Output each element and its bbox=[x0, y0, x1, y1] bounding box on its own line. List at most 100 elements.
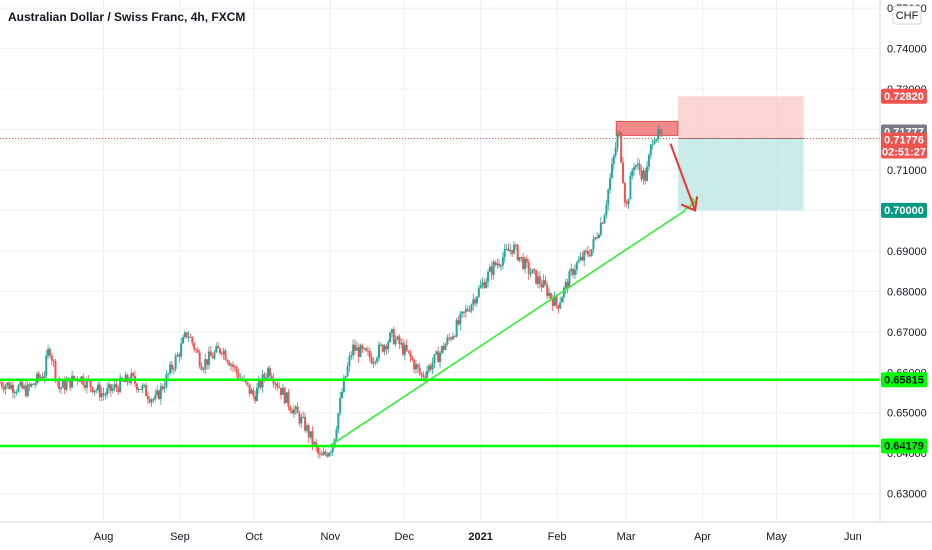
candle-body bbox=[403, 344, 406, 355]
candle-body bbox=[405, 344, 408, 351]
candle-body bbox=[43, 375, 46, 378]
candle-body bbox=[350, 355, 353, 357]
candle-body bbox=[492, 261, 495, 275]
candle-body bbox=[200, 365, 203, 370]
candle-body bbox=[644, 170, 647, 181]
candle-body bbox=[339, 397, 342, 414]
candle-body bbox=[381, 344, 384, 352]
candle-body bbox=[237, 372, 240, 379]
candle-body bbox=[446, 337, 449, 345]
candle-body bbox=[407, 350, 410, 352]
candle-body bbox=[228, 362, 231, 366]
candle-body bbox=[193, 343, 196, 350]
candle-body bbox=[117, 387, 120, 393]
candle-body bbox=[132, 373, 135, 376]
candle-body bbox=[385, 345, 388, 350]
candle-body bbox=[472, 299, 475, 305]
candle-body bbox=[585, 250, 588, 252]
candle-body bbox=[187, 336, 190, 338]
take-profit-zone[interactable] bbox=[677, 138, 804, 211]
candle-body bbox=[370, 357, 373, 364]
candle-body bbox=[494, 261, 497, 266]
candle-body bbox=[579, 256, 582, 261]
candle-body bbox=[248, 384, 251, 394]
candle-body bbox=[633, 167, 636, 171]
trendline[interactable] bbox=[327, 209, 686, 448]
candle-body bbox=[392, 329, 395, 345]
forecast-arrow[interactable] bbox=[669, 143, 697, 211]
price-axis[interactable] bbox=[880, 0, 932, 522]
candle-body bbox=[409, 351, 412, 357]
candle-body bbox=[141, 385, 144, 390]
candle-body bbox=[400, 342, 403, 345]
candle-body bbox=[564, 281, 567, 288]
candle-body bbox=[170, 364, 173, 370]
candle-body bbox=[500, 265, 503, 267]
candle-body bbox=[324, 451, 327, 455]
candle-body bbox=[544, 280, 547, 285]
candle-body bbox=[182, 337, 185, 344]
candle-body bbox=[344, 376, 347, 378]
candle-body bbox=[651, 144, 654, 146]
candle-body bbox=[468, 310, 471, 312]
candle-body bbox=[568, 271, 571, 288]
candle-body bbox=[322, 451, 325, 456]
candle-body bbox=[394, 339, 397, 345]
candle-body bbox=[152, 399, 155, 401]
candle-body bbox=[387, 342, 390, 350]
candle-body bbox=[461, 311, 464, 314]
stop-loss-zone[interactable] bbox=[677, 96, 804, 139]
candle-body bbox=[30, 383, 33, 387]
countdown-label: 02:51:27 bbox=[882, 147, 926, 159]
candlestick-series bbox=[0, 125, 663, 459]
candle-body bbox=[156, 390, 159, 396]
candle-body bbox=[583, 250, 586, 261]
candle-body bbox=[346, 366, 349, 377]
candle-body bbox=[146, 396, 149, 400]
x-tick-label: 2021 bbox=[468, 531, 492, 543]
candle-body bbox=[559, 302, 562, 309]
candle-body bbox=[594, 237, 597, 240]
candle-body bbox=[586, 250, 589, 255]
candle-body bbox=[542, 280, 545, 288]
time-axis[interactable] bbox=[0, 522, 932, 550]
candle-body bbox=[640, 170, 643, 180]
candle-body bbox=[318, 453, 321, 455]
candle-body bbox=[363, 348, 366, 350]
short-position-tool[interactable] bbox=[615, 96, 804, 211]
candle-body bbox=[538, 276, 541, 285]
drawings[interactable] bbox=[0, 138, 880, 448]
candle-body bbox=[335, 429, 338, 440]
candle-body bbox=[34, 383, 37, 385]
candle-body bbox=[128, 381, 131, 383]
candle-body bbox=[280, 387, 283, 395]
candle-body bbox=[8, 382, 11, 389]
candle-body bbox=[304, 416, 307, 431]
candle-body bbox=[341, 391, 344, 398]
candle-body bbox=[398, 336, 401, 345]
candle-body bbox=[507, 248, 510, 252]
price-badge: 0.72820 bbox=[881, 88, 927, 104]
candle-body bbox=[122, 380, 125, 383]
resistance-zone[interactable] bbox=[615, 120, 679, 136]
time-axis-ticks: Aug Sep Oct Nov Dec 2021 Feb Mar Apr May Jun bbox=[94, 531, 862, 543]
candle-body bbox=[475, 296, 478, 304]
candle-body bbox=[305, 425, 308, 431]
price-badge-label: 0.65815 bbox=[884, 374, 924, 386]
price-badges: 0.728200.717770.7177602:51:270.700000.65… bbox=[881, 88, 927, 454]
candle-body bbox=[276, 383, 279, 387]
candle-body bbox=[115, 384, 118, 388]
candle-body bbox=[470, 304, 473, 312]
candle-body bbox=[516, 244, 519, 261]
currency-button[interactable]: CHF bbox=[892, 5, 922, 25]
candle-body bbox=[596, 237, 599, 239]
candle-body bbox=[233, 366, 236, 368]
candle-body bbox=[198, 352, 201, 366]
candle-body bbox=[546, 284, 549, 296]
candle-body bbox=[540, 284, 543, 288]
candle-body bbox=[420, 373, 423, 376]
candle-body bbox=[490, 266, 493, 275]
candle-body bbox=[416, 364, 419, 368]
